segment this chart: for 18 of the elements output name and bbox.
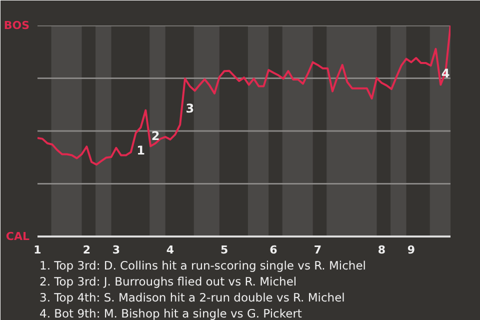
text: BOS bbox=[4, 19, 30, 32]
annotation: 2 bbox=[151, 129, 160, 144]
annotation: 1 bbox=[136, 143, 145, 158]
x-tick-label: 7 bbox=[314, 244, 322, 256]
x-tick-label: 2 bbox=[82, 244, 90, 256]
x-tick-label: 3 bbox=[112, 244, 120, 256]
x-tick-label: 5 bbox=[220, 244, 228, 256]
x-tick-label: 8 bbox=[378, 244, 386, 256]
text: 1. Top 3rd: D. Collins hit a run-scoring single vs R. Michel bbox=[40, 258, 366, 272]
x-tick-label: 4 bbox=[166, 244, 174, 256]
text: 2. Top 3rd: J. Burroughs flied out vs R. Michel bbox=[40, 274, 297, 288]
annotation: 3 bbox=[186, 101, 194, 116]
text: CAL bbox=[6, 230, 30, 243]
text: 4. Bot 9th: M. Bishop hit a single vs G. Pickert bbox=[40, 306, 302, 320]
text: 3. Top 4th: S. Madison hit a 2-run double vs R. Michel bbox=[40, 290, 345, 304]
x-tick-label: 9 bbox=[407, 244, 415, 256]
x-tick-label: 6 bbox=[270, 244, 278, 256]
x-tick-label: 1 bbox=[34, 244, 42, 256]
